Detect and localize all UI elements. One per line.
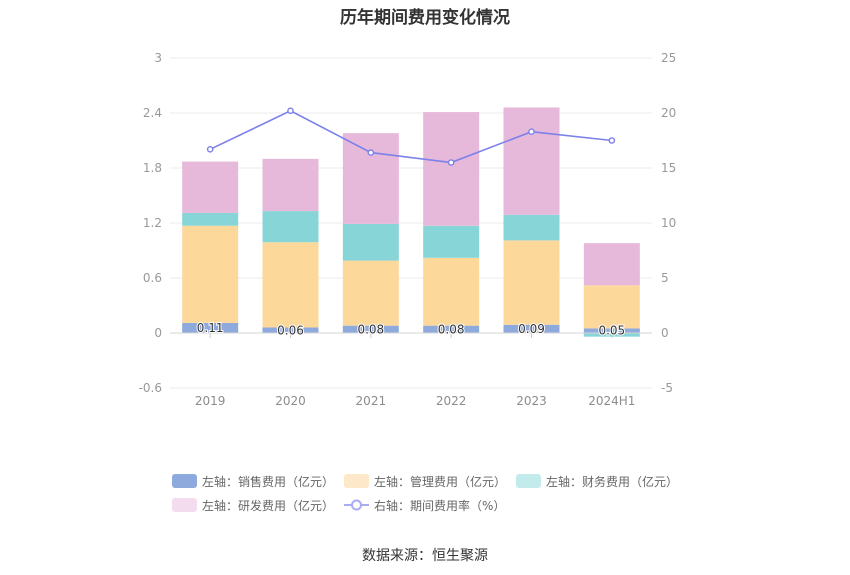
bar-admin-2020 — [262, 242, 319, 328]
legend-item-expense-ratio[interactable]: 右轴：期间费用率（%） — [344, 497, 505, 513]
expense-ratio-point-2023 — [528, 128, 535, 135]
legend-swatch-admin — [344, 474, 369, 488]
right-y-tick-label: 25 — [661, 51, 676, 65]
left-axis: -0.6 0 0.6 1.2 1.8 2.4 3 — [139, 51, 162, 395]
expense-ratio-point-2022 — [447, 159, 455, 166]
bar-admin-2022 — [423, 257, 480, 326]
expense-ratio-point-2021 — [367, 149, 375, 156]
data-label-sales-2021: 0.08 — [357, 322, 384, 336]
bar-rnd-2020 — [262, 158, 319, 212]
bar-rnd-2023 — [503, 107, 560, 215]
x-tick-label: 2022 — [436, 394, 467, 408]
bar-admin-2024H1 — [583, 285, 640, 329]
bar-sales-2023 — [503, 324, 560, 333]
bar-admin-2023 — [503, 240, 560, 325]
legend-line-marker — [351, 499, 362, 511]
bar-stack-2022 — [423, 112, 480, 333]
bar-admin-2021 — [342, 260, 399, 326]
left-y-tick-label: 1.2 — [143, 216, 162, 230]
right-y-tick-label: 0 — [661, 326, 669, 340]
right-y-tick-label: 5 — [661, 271, 669, 285]
legend-swatch-sales — [172, 474, 197, 488]
bar-rnd-2021 — [342, 133, 399, 224]
expense-ratio-point-2020 — [287, 107, 294, 115]
bar-stack-2020 — [262, 158, 319, 333]
data-label-sales-2020: 0.06 — [277, 323, 304, 337]
bar-finance-2021 — [342, 223, 399, 261]
bar-sales-2024H1 — [583, 328, 640, 333]
data-label-sales-2022: 0.08 — [438, 322, 465, 336]
data-labels: 0.11 0.06 0.08 0.08 0.09 0.05 — [196, 320, 626, 339]
bar-sales-2022 — [423, 325, 480, 333]
right-axis: -5 0 5 10 15 20 25 — [661, 51, 676, 395]
x-axis: 2019 2020 2021 2022 2023 2024H1 — [170, 332, 652, 408]
data-label-sales-2024H1: 0.05 — [598, 324, 625, 338]
legend-label-finance: 左轴：财务费用（亿元） — [546, 474, 679, 489]
x-tick-label: 2020 — [275, 394, 306, 408]
bar-stack-2024H1 — [583, 243, 640, 337]
bar-stack-2023 — [503, 107, 560, 333]
bar-finance-2019 — [182, 212, 239, 226]
left-y-tick-label: 1.8 — [143, 161, 162, 175]
left-y-tick-label: 2.4 — [143, 106, 162, 120]
left-y-tick-label: 3 — [154, 51, 162, 65]
right-y-tick-label: 15 — [661, 161, 676, 175]
legend-label-sales: 左轴：销售费用（亿元） — [202, 474, 335, 489]
data-source: 数据来源：恒生聚源 — [362, 548, 488, 564]
bar-finance-2020 — [262, 211, 319, 243]
legend-item-rnd[interactable]: 左轴：研发费用（亿元） — [172, 497, 334, 513]
bar-sales-2020 — [262, 327, 319, 333]
left-y-tick-label: 0 — [154, 326, 162, 340]
bar-finance-2022 — [423, 225, 480, 258]
expense-ratio-line — [206, 107, 616, 166]
legend-line-icon — [344, 499, 369, 511]
data-label-sales-2019: 0.11 — [197, 321, 224, 335]
legend-label-expense-ratio: 右轴：期间费用率（%） — [374, 498, 506, 513]
legend-item-admin[interactable]: 左轴：管理费用（亿元） — [344, 473, 506, 489]
legend-label-rnd: 左轴：研发费用（亿元） — [202, 498, 335, 513]
chart-title: 历年期间费用变化情况 — [340, 8, 510, 28]
bar-sales-2019 — [182, 322, 239, 333]
right-y-tick-label: 20 — [661, 106, 676, 120]
legend-item-finance[interactable]: 左轴：财务费用（亿元） — [516, 473, 678, 489]
data-label-sales-2023: 0.09 — [518, 322, 545, 336]
bar-stack-2019 — [182, 161, 239, 333]
x-tick-label: 2021 — [356, 394, 387, 408]
right-y-tick-label: 10 — [661, 216, 676, 230]
bar-rnd-2019 — [182, 161, 239, 213]
left-y-tick-label: 0.6 — [143, 271, 162, 285]
expense-ratio-point-2024H1 — [608, 137, 616, 144]
legend-swatch-rnd — [172, 498, 197, 512]
bar-sales-2021 — [342, 325, 399, 333]
bar-admin-2019 — [182, 225, 239, 323]
x-tick-label: 2023 — [516, 394, 547, 408]
legend-label-admin: 左轴：管理费用（亿元） — [374, 474, 507, 489]
bar-rnd-2022 — [423, 112, 480, 226]
bar-stack-2021 — [342, 133, 399, 333]
right-y-tick-label: -5 — [661, 381, 673, 395]
x-tick-label: 2019 — [195, 394, 226, 408]
expense-ratio-point-2019 — [206, 145, 214, 153]
bar-stacks — [182, 107, 640, 337]
legend-swatch-finance — [516, 474, 541, 488]
legend-item-sales[interactable]: 左轴：销售费用（亿元） — [172, 473, 334, 489]
x-tick-label: 2024H1 — [588, 394, 635, 408]
expense-ratio-polyline — [209, 109, 612, 164]
gridlines — [170, 57, 652, 389]
left-y-tick-label: -0.6 — [139, 381, 162, 395]
bar-rnd-2024H1 — [583, 243, 640, 286]
bar-finance-2023 — [503, 214, 560, 241]
